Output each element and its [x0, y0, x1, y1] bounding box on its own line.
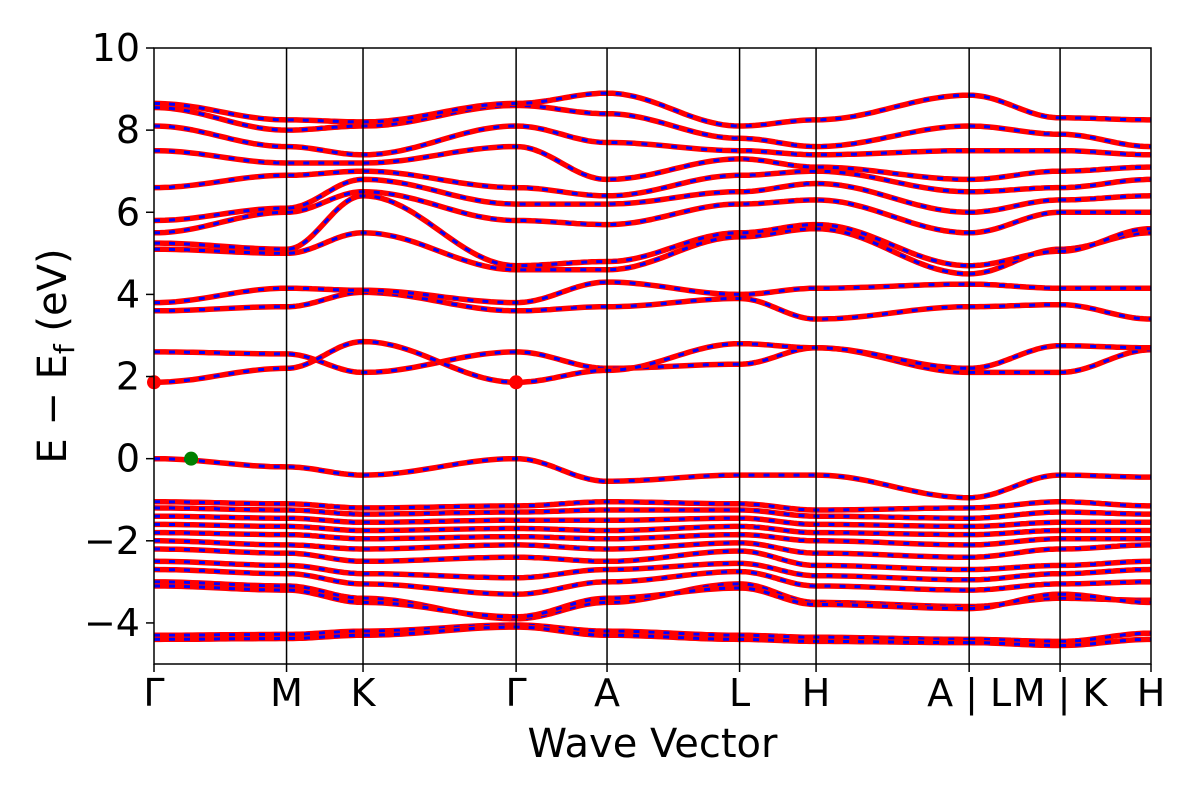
- band-spin-down-17: [154, 290, 1151, 321]
- band-spin-down-8: [154, 539, 1151, 559]
- band-spin-down-2: [154, 625, 1151, 647]
- k-point-lines: [285, 48, 1061, 664]
- band-spin-down-7: [154, 547, 1152, 571]
- band-spin-down-22: [153, 177, 1152, 222]
- band-spin-down-16: [153, 340, 1151, 384]
- x-tick-label: H: [1137, 671, 1166, 715]
- x-tick-label: M | K: [1013, 671, 1109, 716]
- y-tick-label: −2: [84, 519, 140, 563]
- cbm-marker-2: [509, 375, 524, 390]
- y-tick-label: 6: [116, 190, 140, 234]
- y-axis-title-subscript: f: [48, 343, 81, 354]
- x-tick-label: H: [802, 671, 831, 715]
- x-tick-label: M: [270, 671, 303, 715]
- x-tick-label: K: [351, 671, 377, 715]
- y-tick-label: 4: [116, 272, 140, 316]
- y-axis-title: E − Ef (eV): [30, 248, 81, 463]
- y-tick-label: 8: [116, 108, 140, 152]
- band-spin-down-12: [153, 506, 1151, 520]
- band-spin-down-27: [153, 91, 1151, 128]
- band-edge-markers: [147, 375, 524, 466]
- band-spin-down-1: [153, 623, 1151, 643]
- plot-frame: [153, 47, 1152, 665]
- band-spin-down-6: [153, 559, 1152, 582]
- y-tick-label: 2: [116, 355, 140, 399]
- band-spin-down-15: [154, 346, 1152, 374]
- y-axis: −4 −2 0 2 4 6 8 10: [84, 26, 154, 645]
- band-spin-down-9: [154, 531, 1151, 547]
- band-spin-down-20: [154, 194, 1152, 268]
- band-spin-up-22: [153, 176, 1152, 224]
- band-spin-down-23: [154, 169, 1151, 198]
- y-axis-title-unit: (eV): [30, 248, 76, 344]
- band-spin-down-26: [153, 104, 1152, 149]
- bands-layer: [153, 90, 1152, 649]
- band-spin-down-18: [154, 280, 1151, 305]
- vbm-marker: [184, 451, 199, 466]
- band-spin-down-4: [154, 584, 1151, 619]
- band-spin-down-25: [153, 124, 1151, 157]
- x-tick-label: A | L: [927, 671, 1011, 716]
- x-tick-label: Γ: [143, 671, 164, 715]
- y-tick-label: 0: [116, 437, 140, 481]
- band-spin-up-26: [153, 102, 1152, 150]
- band-spin-down-13: [154, 500, 1151, 512]
- x-axis-title: Wave Vector: [528, 721, 779, 767]
- band-spin-down-10: [154, 522, 1151, 537]
- band-spin-down-21: [153, 190, 1151, 235]
- x-tick-label: Γ: [506, 671, 527, 715]
- y-tick-label: 10: [92, 26, 140, 70]
- x-tick-label: L: [729, 671, 750, 715]
- x-tick-label: A: [594, 671, 620, 715]
- band-spin-down-5: [153, 568, 1151, 596]
- y-axis-title-main: E − E: [30, 354, 76, 464]
- band-spin-down-14: [154, 457, 1151, 500]
- y-tick-label: −4: [84, 601, 140, 645]
- band-spin-down-24: [154, 145, 1151, 181]
- band-spin-down-11: [154, 514, 1151, 528]
